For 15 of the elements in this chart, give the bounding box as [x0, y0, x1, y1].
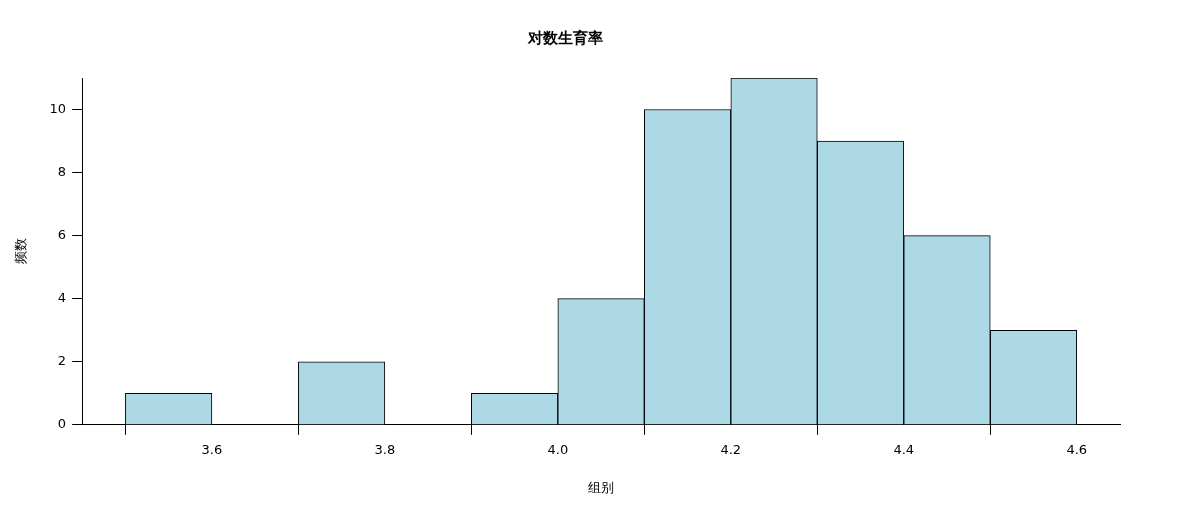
x-axis-title: 组别 — [588, 479, 615, 495]
y-tick-label: 10 — [49, 100, 67, 116]
y-axis-title: 频数 — [13, 238, 29, 265]
y-tick-label: 2 — [57, 353, 67, 369]
x-tick-label: 4.2 — [720, 441, 742, 457]
y-tick-label: 6 — [57, 227, 67, 243]
x-tick-label: 3.6 — [201, 441, 223, 457]
x-tick-label: 4.4 — [893, 441, 915, 457]
y-tick-label: 8 — [57, 163, 67, 179]
x-tick-label: 4.0 — [547, 441, 569, 457]
x-tick-label: 3.8 — [374, 441, 396, 457]
y-tick-label: 4 — [57, 290, 67, 306]
chart-title: 对数生育率 — [526, 28, 603, 47]
y-tick-label: 0 — [57, 416, 67, 432]
x-tick-label: 4.6 — [1066, 441, 1088, 457]
